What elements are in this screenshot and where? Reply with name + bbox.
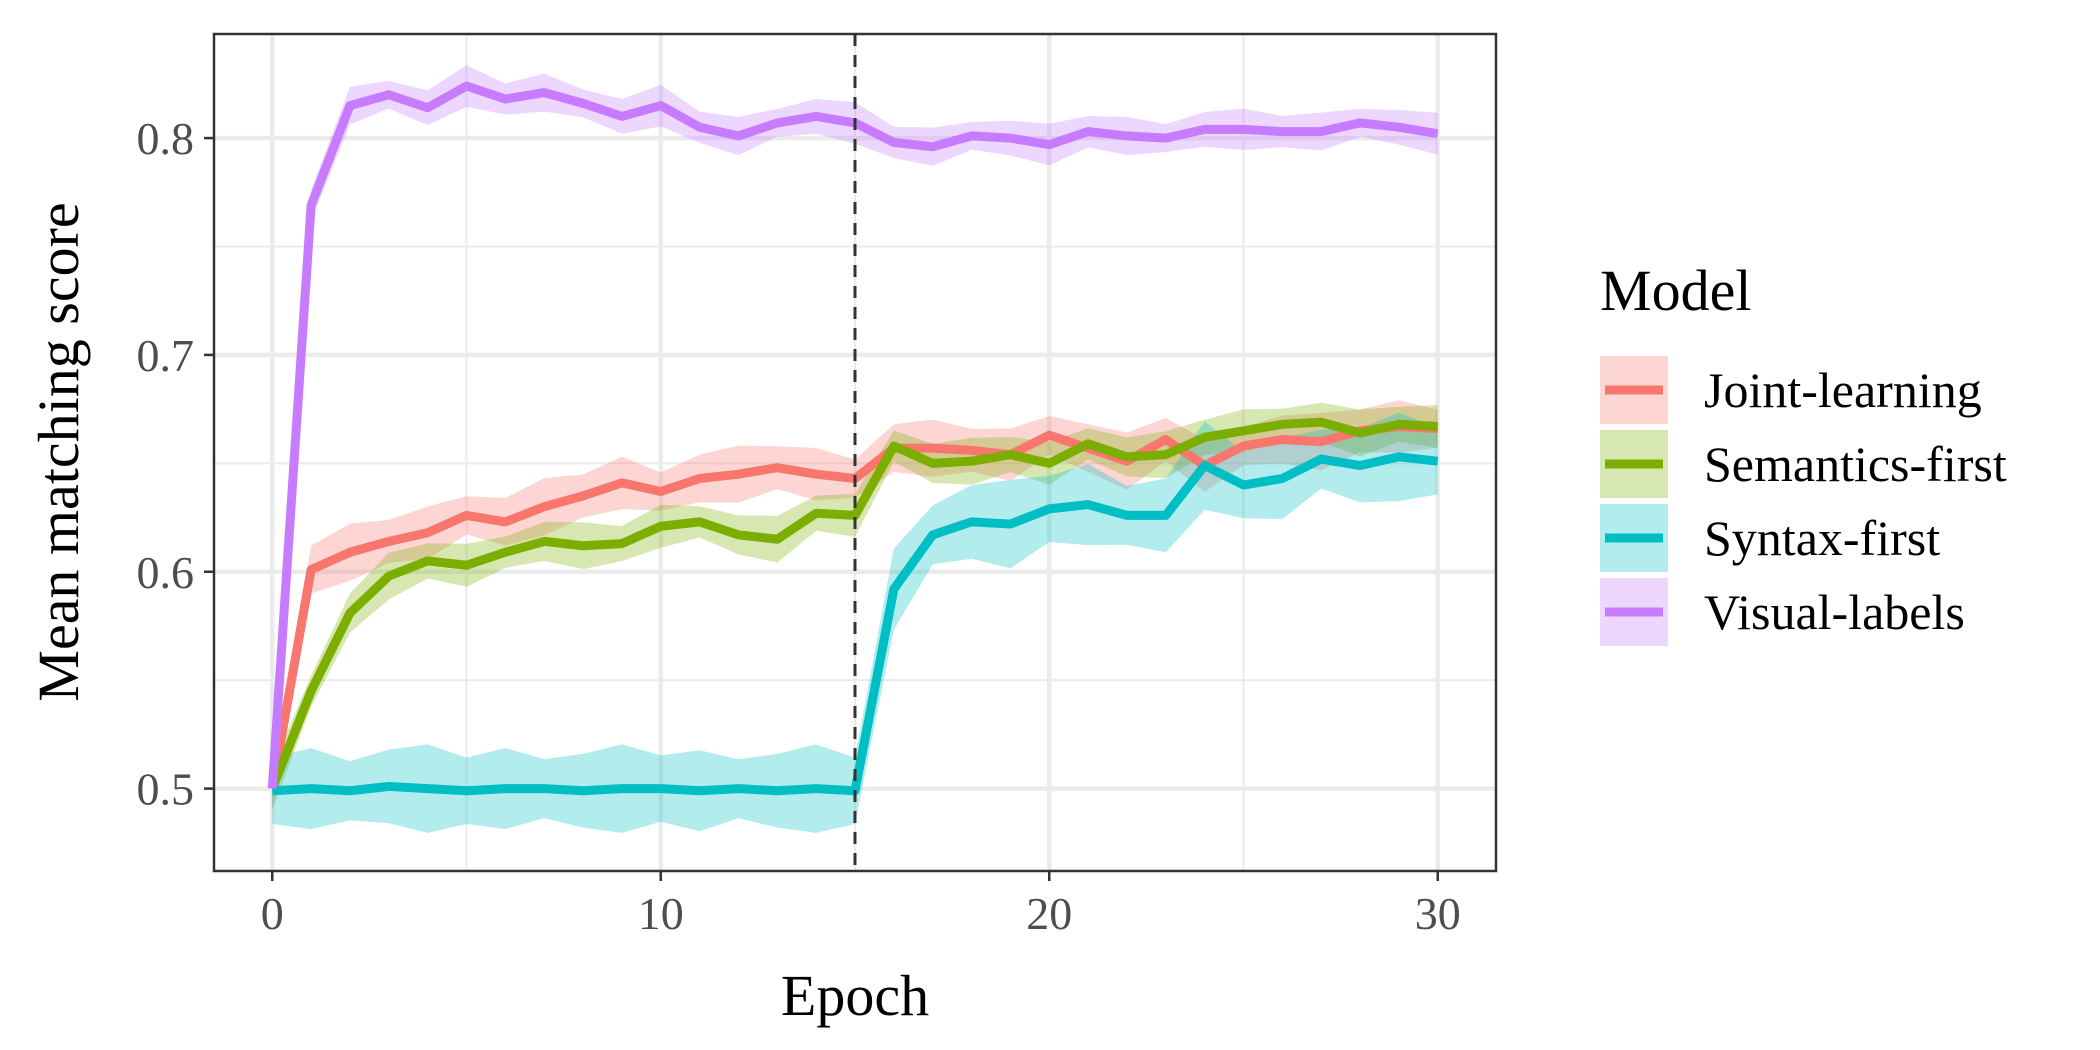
legend-label-syntax-first: Syntax-first [1704,510,1940,566]
y-tick-label: 0.7 [137,330,195,381]
legend-label-joint-learning: Joint-learning [1704,362,1982,418]
plot-border [212,32,1498,873]
legend: Model Joint-learning Semantics-first Synta… [1600,258,2007,646]
legend-title: Model [1600,258,1751,323]
x-tick-label: 10 [638,888,684,939]
line-semantics-first [268,417,1438,791]
x-tick-label: 20 [1026,888,1072,939]
y-tick-label: 0.6 [137,547,195,598]
x-tick-label: 0 [261,888,284,939]
band-visual-labels [272,65,1438,810]
x-tick-label: 30 [1415,888,1461,939]
legend-label-visual-labels: Visual-labels [1704,584,1965,640]
axes: 0 10 20 30 0.5 0.6 0.7 0.8 [137,113,1461,939]
legend-label-semantics-first: Semantics-first [1704,436,2007,492]
y-tick-label: 0.5 [137,764,195,815]
y-tick-label: 0.8 [137,113,195,164]
x-axis-title: Epoch [781,963,929,1028]
y-axis-title: Mean matching score [26,202,91,701]
